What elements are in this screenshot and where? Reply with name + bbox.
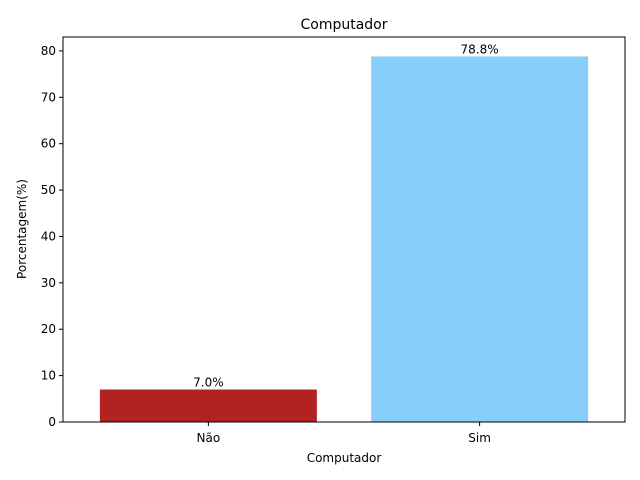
y-tick-label-8: 70	[41, 90, 56, 104]
y-tick-label-2: 10	[41, 369, 56, 383]
y-tick-label-1: 0	[48, 415, 56, 429]
data-label-2: 78.8%	[461, 42, 499, 56]
data-labels-group: 7.0% 78.8%	[193, 42, 499, 389]
plot-frame	[62, 36, 626, 423]
data-label-1: 7.0%	[193, 376, 224, 390]
x-tick-label-2: Sim	[468, 431, 491, 445]
x-axis-ticks: Não Sim	[197, 422, 491, 445]
y-axis-ticks: 0 10 20 30 40 50 60 70 80	[41, 44, 63, 429]
y-tick-label-3: 20	[41, 322, 56, 336]
y-tick-label-6: 50	[41, 183, 56, 197]
x-axis-label: Computador	[307, 451, 382, 465]
y-tick-label-5: 40	[41, 229, 56, 243]
y-axis-label: Porcentagem(%)	[15, 179, 29, 279]
y-tick-label-9: 80	[41, 44, 56, 58]
y-tick-label-4: 30	[41, 276, 56, 290]
bar-2	[371, 56, 589, 422]
chart-title: Computador	[300, 17, 387, 33]
y-tick-label-7: 60	[41, 137, 56, 151]
x-tick-label-1: Não	[197, 431, 221, 445]
bars-group	[99, 56, 589, 422]
bar-1	[99, 389, 317, 422]
